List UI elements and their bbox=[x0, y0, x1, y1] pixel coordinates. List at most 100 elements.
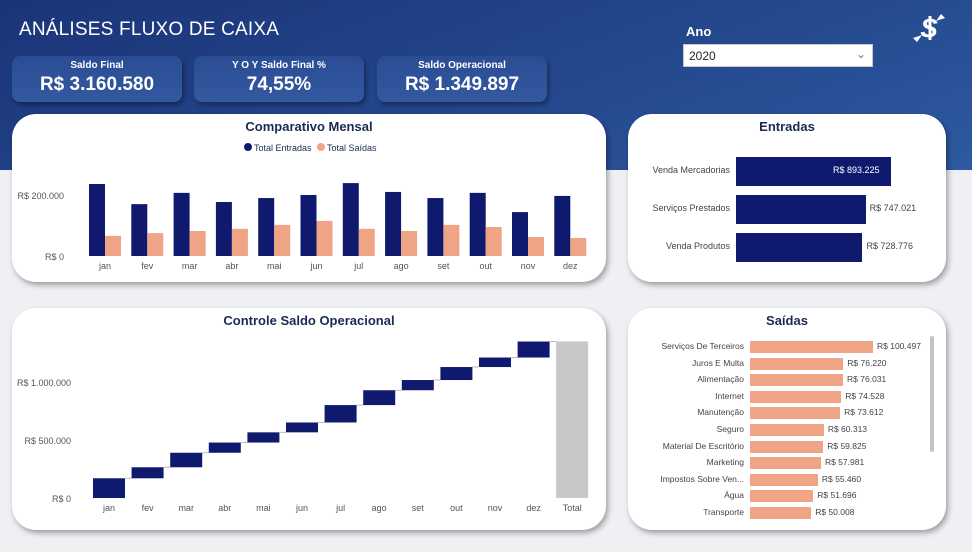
y-tick-label: R$ 200.000 bbox=[17, 191, 64, 201]
bar-entradas-mar bbox=[173, 192, 190, 256]
category-label: Manutenção bbox=[697, 407, 744, 418]
year-dropdown[interactable]: 2020 ⌄ bbox=[683, 44, 873, 67]
bar-saidas-fev bbox=[147, 233, 164, 256]
category-label: Venda Mercadorias bbox=[652, 165, 730, 175]
y-tick-label: R$ 0 bbox=[45, 252, 64, 262]
bar-saidas-abr bbox=[231, 228, 248, 256]
x-tick-label: mai bbox=[256, 503, 271, 513]
bar-entradas-jul bbox=[342, 183, 359, 256]
waterfall-bar-ago bbox=[363, 390, 396, 406]
kpi-label: Y O Y Saldo Final % bbox=[232, 60, 326, 71]
monthly-comparison-chart: Total Entradas Total Saídas R$ 0 R$ 200.000… bbox=[17, 143, 587, 271]
x-tick-label: jun bbox=[295, 503, 308, 513]
value-label: R$ 51.696 bbox=[817, 490, 857, 501]
bar-saidas-set bbox=[443, 224, 460, 256]
bar-entradas-dez bbox=[554, 195, 571, 256]
value-label: R$ 50.008 bbox=[815, 507, 855, 517]
bar bbox=[750, 507, 812, 519]
bar bbox=[736, 194, 866, 224]
bar bbox=[750, 390, 842, 403]
value-label: R$ 57.981 bbox=[824, 457, 865, 468]
kpi-yoy: Y O Y Saldo Final % 74,55% bbox=[194, 56, 364, 102]
x-tick-label: jan bbox=[102, 503, 115, 513]
year-filter-label: Ano bbox=[686, 24, 712, 39]
kpi-value: 74,55% bbox=[246, 74, 312, 95]
x-tick-label: set bbox=[412, 503, 425, 513]
y-tick-label: R$ 500.000 bbox=[24, 436, 71, 446]
waterfall-bar-set bbox=[401, 380, 434, 391]
monthly-comparison-card: Comparativo Mensal Total Entradas Total S… bbox=[12, 114, 606, 282]
x-tick-label: dez bbox=[563, 261, 578, 271]
value-label: R$ 73.612 bbox=[844, 407, 884, 418]
category-label: Seguro bbox=[716, 424, 744, 434]
bar-entradas-fev bbox=[131, 204, 148, 256]
value-label: R$ 893.225 bbox=[833, 165, 880, 175]
bar bbox=[750, 357, 844, 370]
x-tick-label: ago bbox=[372, 503, 387, 513]
bar bbox=[750, 424, 824, 436]
kpi-saldo-operacional: Saldo Operacional R$ 1.349.897 bbox=[377, 56, 547, 102]
value-label: R$ 100.497 bbox=[877, 341, 921, 351]
entradas-card: Entradas Venda Mercadorias R$ 893.225 Ser… bbox=[628, 114, 946, 282]
value-label: R$ 59.825 bbox=[827, 440, 867, 451]
bar bbox=[750, 473, 818, 486]
x-tick-label: abr bbox=[218, 503, 231, 513]
bar bbox=[750, 490, 814, 503]
x-tick-label: jul bbox=[353, 261, 363, 271]
waterfall-bar-out bbox=[440, 367, 473, 381]
bar-saidas-dez bbox=[570, 238, 587, 256]
category-label: Transporte bbox=[703, 507, 744, 517]
bar-saidas-jun bbox=[316, 220, 333, 256]
bar bbox=[736, 156, 891, 186]
saidas-card: Saídas Serviços De Terceiros R$ 100.497 J… bbox=[628, 308, 946, 530]
value-label: R$ 74.528 bbox=[845, 390, 885, 401]
category-label: Água bbox=[724, 490, 744, 501]
page-title: ANÁLISES FLUXO DE CAIXA bbox=[19, 19, 280, 40]
value-label: R$ 76.031 bbox=[847, 374, 887, 385]
category-label: Marketing bbox=[706, 457, 744, 468]
kpi-value: R$ 1.349.897 bbox=[404, 74, 520, 95]
category-label: Impostos Sobre Ven... bbox=[660, 473, 744, 484]
bar-entradas-nov bbox=[512, 212, 528, 256]
scrollbar[interactable] bbox=[930, 336, 934, 452]
operating-balance-card: Controle Saldo Operacional R$ 0 R$ 500.00… bbox=[12, 308, 606, 530]
x-tick-label: nov bbox=[488, 503, 503, 513]
chart-title: Comparativo Mensal bbox=[245, 119, 373, 134]
chevron-down-icon: ⌄ bbox=[855, 47, 866, 61]
waterfall-bar-fev bbox=[131, 467, 164, 479]
bar-saidas-nov bbox=[528, 237, 544, 256]
x-tick-label: mai bbox=[267, 261, 282, 271]
kpi-saldo-final: Saldo Final R$ 3.160.580 bbox=[12, 56, 182, 102]
category-label: Venda Produtos bbox=[665, 241, 730, 251]
legend-swatch-entradas bbox=[244, 143, 252, 151]
bar-saidas-jul bbox=[358, 228, 375, 256]
x-tick-label: fev bbox=[142, 503, 155, 513]
waterfall-bar-abr bbox=[208, 442, 241, 453]
bar-entradas-set bbox=[427, 198, 444, 256]
bar bbox=[750, 374, 844, 387]
bar bbox=[750, 407, 841, 420]
y-tick-label: R$ 0 bbox=[52, 494, 71, 504]
legend-label: Total Saídas bbox=[327, 143, 377, 153]
dollar-exchange-icon: S bbox=[913, 13, 945, 43]
x-tick-label: fev bbox=[141, 261, 154, 271]
bar bbox=[736, 232, 863, 262]
x-tick-label: mar bbox=[178, 503, 194, 513]
bar-entradas-mai bbox=[258, 198, 275, 256]
x-tick-label: abr bbox=[225, 261, 238, 271]
waterfall-bar-jun bbox=[286, 422, 318, 433]
x-tick-label: mar bbox=[182, 261, 198, 271]
x-tick-label: ago bbox=[394, 261, 409, 271]
bar-saidas-ago bbox=[401, 230, 418, 256]
category-label: Internet bbox=[715, 390, 744, 401]
x-tick-label: jan bbox=[98, 261, 111, 271]
bar-entradas-jan bbox=[89, 184, 105, 256]
waterfall-bar-nov bbox=[479, 357, 511, 368]
x-tick-label: out bbox=[450, 503, 463, 513]
bar-entradas-jun bbox=[300, 195, 317, 256]
waterfall-bar-mai bbox=[247, 432, 280, 443]
x-tick-label: dez bbox=[526, 503, 541, 513]
chart-title: Controle Saldo Operacional bbox=[223, 313, 395, 328]
kpi-label: Saldo Final bbox=[70, 60, 124, 71]
category-label: Juros E Multa bbox=[692, 357, 744, 368]
